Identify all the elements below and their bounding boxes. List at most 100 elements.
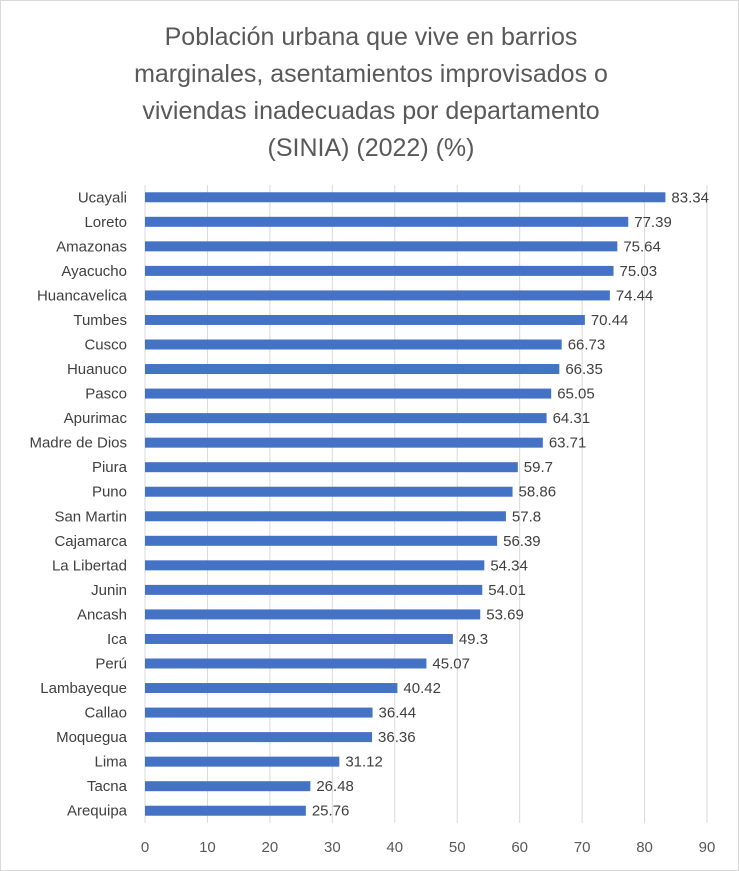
category-label: Amazonas (56, 238, 127, 255)
x-axis-tick-labels: 0 10 20 30 40 50 60 70 80 90 (141, 839, 716, 856)
bar (145, 388, 552, 399)
category-label: Apurimac (64, 410, 128, 427)
bar (145, 192, 666, 203)
bar (145, 756, 340, 767)
x-tick-label: 40 (386, 839, 403, 856)
x-tick-label: 70 (574, 839, 591, 856)
bar (145, 609, 481, 620)
data-label: 40.42 (403, 680, 441, 697)
category-label: La Libertad (52, 557, 127, 574)
data-label: 36.36 (378, 729, 416, 746)
data-label: 74.44 (616, 287, 654, 304)
bar (145, 535, 498, 546)
category-label: Lima (94, 754, 127, 771)
bar (145, 560, 485, 571)
x-tick-label: 80 (636, 839, 653, 856)
data-label: 36.44 (379, 705, 417, 722)
x-tick-label: 50 (449, 839, 466, 856)
data-label: 54.34 (490, 557, 528, 574)
bar (145, 339, 562, 350)
data-label: 53.69 (486, 606, 524, 623)
category-label: Moquegua (56, 729, 128, 746)
bar (145, 437, 543, 448)
category-label: Huanuco (67, 361, 127, 378)
data-label: 57.8 (512, 508, 541, 525)
category-label: Ucayali (78, 189, 127, 206)
category-label: Cajamarca (54, 533, 127, 550)
category-label: Lambayeque (40, 680, 127, 697)
bar (145, 241, 618, 252)
bar (145, 805, 306, 816)
category-label: Madre de Dios (29, 435, 127, 452)
data-label: 49.3 (459, 631, 488, 648)
data-label: 75.64 (623, 238, 661, 255)
category-label: Pasco (85, 386, 127, 403)
data-label: 66.73 (568, 337, 606, 354)
x-tick-label: 90 (699, 839, 716, 856)
data-label: 63.71 (549, 435, 587, 452)
bar (145, 732, 373, 743)
category-label: Ancash (77, 606, 127, 623)
x-tick-label: 60 (511, 839, 528, 856)
category-label: Huancavelica (37, 287, 128, 304)
data-label: 77.39 (634, 214, 672, 231)
x-tick-label: 30 (324, 839, 341, 856)
chart-title-line-4: (SINIA) (2022) (%) (267, 134, 475, 162)
x-tick-label: 10 (199, 839, 216, 856)
chart-title: Población urbana que vive en barrios mar… (91, 19, 651, 167)
bar (145, 511, 506, 522)
data-label: 70.44 (591, 312, 629, 329)
chart-title-line-3: viviendas inadecuadas por departamento (142, 97, 600, 125)
category-label: Ayacucho (61, 263, 127, 280)
chart-title-line-1: Población urbana que vive en barrios (164, 23, 578, 51)
category-label: Tacna (87, 778, 128, 795)
bar (145, 216, 629, 227)
category-labels: Ucayali Loreto Amazonas Ayacucho Huancavelic… (29, 189, 127, 819)
data-label: 59.7 (524, 459, 553, 476)
bar (145, 314, 585, 325)
bar (145, 486, 513, 497)
category-label: Callao (84, 705, 127, 722)
bar (145, 683, 398, 694)
data-label: 26.48 (316, 778, 354, 795)
category-label: Tumbes (73, 312, 127, 329)
category-label: San Martin (54, 508, 127, 525)
category-label: Perú (95, 656, 127, 673)
data-label: 83.34 (671, 189, 709, 206)
data-label: 65.05 (557, 386, 595, 403)
bar (145, 265, 614, 276)
category-label: Ica (107, 631, 128, 648)
data-label: 25.76 (312, 803, 350, 820)
category-label: Cusco (84, 337, 127, 354)
data-labels: 83.34 77.39 75.64 75.03 74.44 70.44 66.73 66.35… (312, 189, 709, 819)
bar (145, 290, 610, 301)
data-label: 31.12 (345, 754, 383, 771)
bar (145, 633, 453, 644)
bar (145, 413, 547, 424)
gridlines (144, 185, 708, 823)
x-tick-label: 0 (141, 839, 149, 856)
category-label: Puno (92, 484, 127, 501)
data-label: 45.07 (432, 656, 470, 673)
data-label: 64.31 (553, 410, 591, 427)
data-label: 58.86 (519, 484, 557, 501)
data-label: 54.01 (488, 582, 526, 599)
category-label: Arequipa (67, 803, 128, 820)
category-label: Loreto (84, 214, 127, 231)
bar (145, 584, 483, 595)
bar (145, 707, 373, 718)
bar (145, 781, 311, 792)
data-label: 56.39 (503, 533, 541, 550)
data-label: 75.03 (620, 263, 658, 280)
x-tick-label: 20 (262, 839, 279, 856)
chart-title-line-2: marginales, asentamientos improvisados o (134, 60, 608, 88)
bar (145, 462, 518, 473)
bar (145, 364, 560, 375)
bars (145, 192, 666, 816)
category-label: Junin (91, 582, 127, 599)
category-label: Piura (92, 459, 128, 476)
bar (145, 658, 427, 669)
data-label: 66.35 (565, 361, 603, 378)
